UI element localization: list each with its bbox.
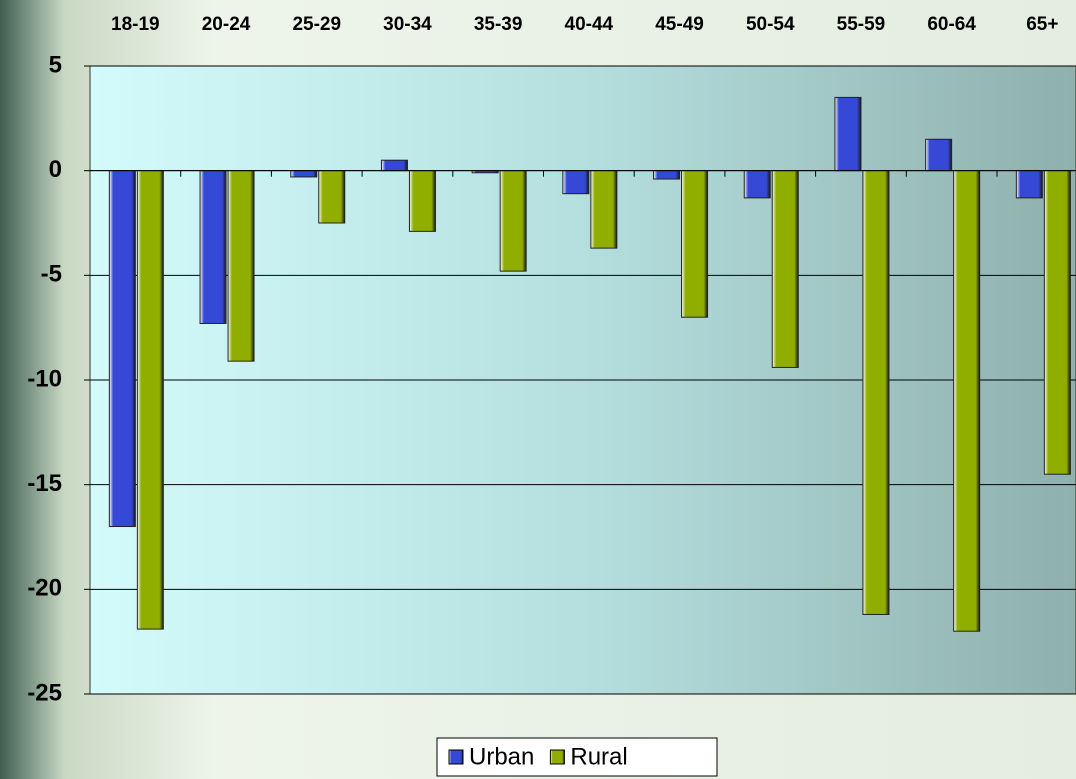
bar [771, 170, 799, 368]
bar [290, 170, 318, 178]
bar [1015, 170, 1043, 199]
bar [862, 170, 890, 615]
bar [681, 170, 709, 318]
y-tick-label: -5 [41, 261, 62, 288]
bar [925, 138, 953, 172]
bar [380, 159, 408, 172]
bar [953, 170, 981, 632]
x-tick-label: 45-49 [655, 14, 704, 35]
bar [562, 170, 590, 195]
x-tick-label: 30-34 [383, 14, 432, 35]
x-tick-label: 18-19 [111, 14, 160, 35]
bar [408, 170, 436, 232]
legend-swatch [448, 749, 464, 765]
x-tick-label: 20-24 [202, 14, 251, 35]
bar [590, 170, 618, 249]
x-tick-label: 25-29 [292, 14, 341, 35]
y-tick-label: 0 [49, 156, 62, 183]
legend-label: Urban [469, 743, 534, 770]
bar [834, 96, 862, 172]
legend [436, 737, 718, 777]
y-tick-label: -20 [27, 575, 62, 602]
x-tick-label: 35-39 [474, 14, 523, 35]
bar [499, 170, 527, 272]
bar [1043, 170, 1071, 475]
y-tick-label: -15 [27, 470, 62, 497]
x-tick-label: 50-54 [746, 14, 795, 35]
x-tick-label: 65+ [1026, 14, 1058, 35]
bar [108, 170, 136, 528]
bar [227, 170, 255, 362]
x-tick-label: 60-64 [927, 14, 976, 35]
x-tick-label: 40-44 [565, 14, 614, 35]
x-tick-label: 55-59 [837, 14, 886, 35]
legend-swatch [549, 749, 565, 765]
bar [743, 170, 771, 199]
bar [136, 170, 164, 630]
y-tick-label: -10 [27, 365, 62, 392]
y-tick-label: -25 [27, 679, 62, 706]
y-tick-label: 5 [49, 51, 62, 78]
bar [199, 170, 227, 324]
legend-label: Rural [570, 743, 627, 770]
bar [318, 170, 346, 224]
bar [653, 170, 681, 180]
